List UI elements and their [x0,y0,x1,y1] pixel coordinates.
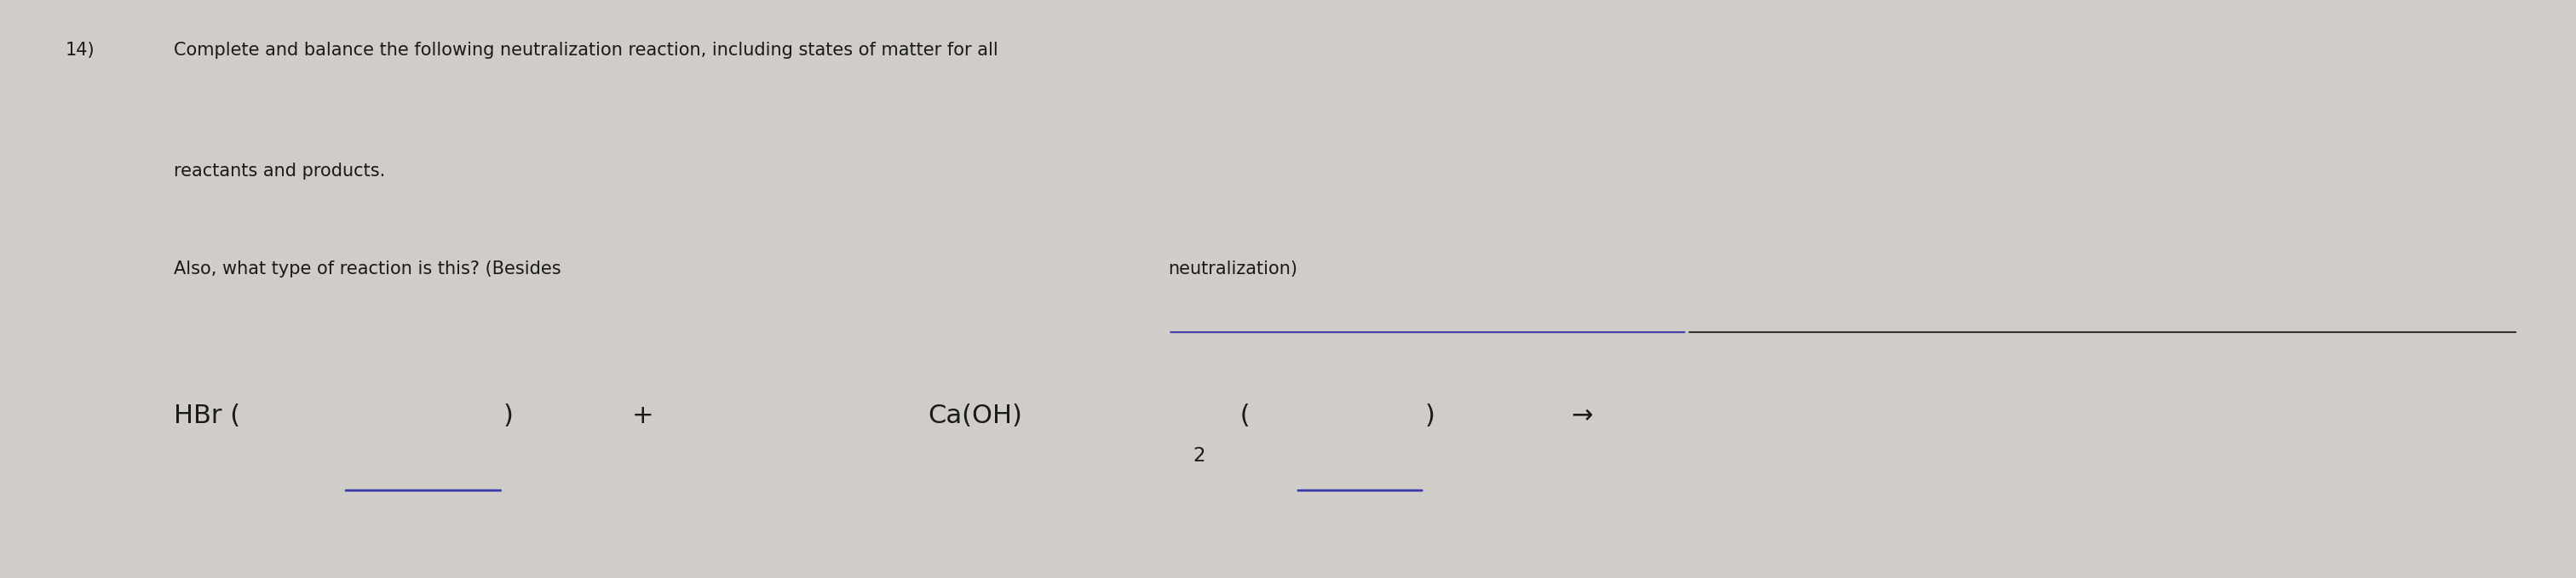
Text: ): ) [1425,403,1435,428]
Text: →: → [1571,403,1592,428]
Text: neutralization): neutralization) [1170,260,1298,277]
Text: ): ) [502,403,513,428]
Text: Ca(OH): Ca(OH) [927,403,1023,428]
Text: +: + [631,403,654,428]
Text: (: ( [1231,403,1249,428]
Text: reactants and products.: reactants and products. [173,162,384,179]
Text: Complete and balance the following neutralization reaction, including states of : Complete and balance the following neutr… [173,42,997,58]
Text: Also, what type of reaction is this? (Besides: Also, what type of reaction is this? (Be… [173,260,567,277]
Text: HBr (: HBr ( [173,403,240,428]
Text: 2: 2 [1193,446,1206,466]
Text: 14): 14) [64,42,95,58]
